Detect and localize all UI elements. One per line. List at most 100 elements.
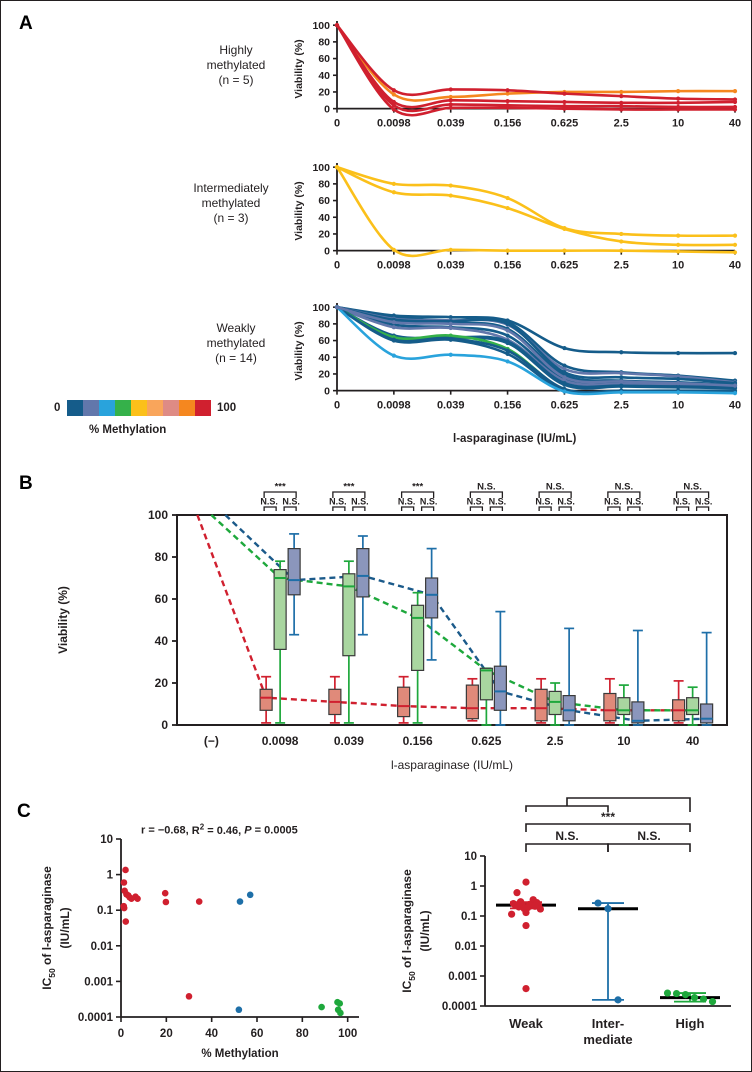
- panel-c-stats-title: r = −0.68, R2 = 0.46, P = 0.0005: [141, 822, 298, 837]
- a-point-2-7-5: [619, 384, 624, 389]
- c-left-point-8: [134, 895, 141, 903]
- colorbar-segment-2: [99, 400, 115, 416]
- a-point-2-7-3: [505, 340, 510, 346]
- a-yaxis-title: Viability (%): [293, 39, 305, 98]
- b-sig-left-2: N.S.: [398, 497, 416, 507]
- c-right-xlabel-1: Inter-: [592, 1016, 625, 1031]
- a-point-2-11-5: [619, 390, 624, 395]
- a-xtick-label-6: 10: [672, 118, 684, 130]
- c-right-point-2-2: [681, 990, 690, 999]
- a-xtick-label-5: 2.5: [614, 260, 629, 272]
- b-box-0-3: [465, 677, 479, 722]
- c-left-point-21: [336, 1000, 344, 1007]
- a-point-2-10-3: [505, 351, 510, 357]
- a-xtick-label-0: 0: [334, 400, 340, 412]
- a-xtick-label-7: 40: [729, 118, 741, 130]
- a-point-1-2-4: [562, 248, 567, 253]
- b-sig-right-3: N.S.: [489, 497, 507, 507]
- c-right-point-0-12: [515, 903, 523, 911]
- a-xtick-label-7: 40: [729, 260, 741, 272]
- a-xtick-label-1: 0.0098: [377, 400, 411, 412]
- b-box-2-0: [287, 533, 301, 636]
- c-right-ytick-0.1: 0.1: [461, 911, 478, 923]
- c-right-point-2-3: [690, 994, 699, 1002]
- group-label-high: Highly methylated (n = 5): [166, 43, 306, 88]
- a-point-0-2-4: [562, 99, 567, 105]
- c-left-point-15: [185, 993, 193, 1000]
- a-point-0-4-0: [334, 23, 340, 28]
- a-point-2-2-4: [562, 366, 567, 372]
- b-sig-top-2: ***: [412, 482, 423, 493]
- b-sig-left-5: N.S.: [604, 497, 622, 507]
- b-yaxis-title: Viability (%): [56, 586, 70, 654]
- a-xtick-label-4: 0.625: [551, 400, 579, 412]
- c-left-xtick-60: 60: [251, 1028, 264, 1040]
- a-point-1-0-2: [448, 183, 453, 188]
- a-line-1-2: [335, 165, 737, 258]
- a-ytick-label-60: 60: [318, 53, 330, 65]
- c-right-group-1: [578, 899, 638, 1004]
- c-right-sig-2: ***: [601, 810, 615, 824]
- a-point-1-1-6: [676, 242, 681, 247]
- b-sig-right-6: N.S.: [695, 497, 713, 507]
- b-ytick-label-100: 100: [148, 508, 168, 522]
- a-point-0-0-6: [676, 89, 681, 94]
- c-left-point-13: [162, 898, 170, 906]
- panel-a-xaxis-title: l-asparaginase (IU/mL): [453, 433, 577, 445]
- b-sig-left-6: N.S.: [673, 497, 691, 507]
- c-left-point-10: [120, 904, 128, 912]
- b-ytick-label-0: 0: [161, 718, 168, 732]
- stats-r: r = −0.68,: [141, 824, 189, 837]
- chart-a-weak: 0 20 40 60 80 100 0 0.0098 0.039 0.156 0.625 2.5 10 4…: [293, 302, 741, 412]
- a-point-0-3-1: [391, 103, 396, 108]
- a-point-0-2-5: [619, 100, 624, 105]
- colorbar-segment-8: [195, 400, 211, 416]
- a-point-1-1-4: [562, 226, 567, 232]
- a-point-0-2-2: [448, 98, 453, 103]
- a-ytick-label-0: 0: [324, 385, 330, 397]
- chart-a-intermediate: 0 20 40 60 80 100 0 0.0098 0.039 0.156 0.625 2.5 10 4…: [293, 162, 741, 272]
- a-point-0-2-7: [732, 99, 738, 105]
- a-point-1-1-1: [391, 190, 396, 195]
- b-sig-left-1: N.S.: [329, 497, 347, 507]
- a-point-2-11-3: [505, 359, 510, 364]
- b-xaxis-title: l-asparaginase (IU/mL): [391, 758, 513, 772]
- a-point-1-2-5: [619, 248, 624, 253]
- c-left-point-1: [120, 879, 128, 886]
- colorbar-min-label: 0: [54, 402, 61, 414]
- a-point-0-4-5: [619, 107, 624, 112]
- a-point-1-0-3: [505, 195, 510, 201]
- b-xtick-label-6: 10: [617, 734, 631, 748]
- a-point-0-2-6: [676, 100, 681, 105]
- b-sig-left-4: N.S.: [535, 497, 553, 507]
- a-point-2-13-6: [676, 381, 681, 386]
- b-box-0-0: [259, 675, 273, 724]
- a-line-2-13: [335, 305, 737, 387]
- a-ytick-label-100: 100: [312, 20, 330, 32]
- b-box-2-4: [562, 627, 576, 726]
- a-point-2-0-6: [676, 350, 681, 356]
- b-box-2-3: [493, 610, 507, 726]
- a-point-2-13-5: [619, 379, 624, 384]
- b-sig-left-3: N.S.: [467, 497, 485, 507]
- b-xtick-label-2: 0.039: [334, 734, 364, 748]
- c-left-point-23: [337, 1009, 344, 1017]
- b-xtick-label-7: 40: [686, 734, 700, 748]
- c-right-point-0-15: [536, 905, 544, 913]
- b-box-1-6: [686, 686, 700, 726]
- c-right-group-0: [496, 878, 556, 993]
- b-box-0-1: [328, 675, 342, 724]
- a-point-2-13-0: [334, 305, 340, 310]
- a-point-2-9-3: [505, 348, 510, 353]
- c-right-point-1-0: [594, 899, 602, 907]
- a-point-1-2-6: [676, 249, 681, 254]
- b-sig-top-3: N.S.: [477, 482, 495, 493]
- colorbar-caption: % Methylation: [89, 424, 167, 436]
- b-sig-right-1: N.S.: [351, 497, 369, 507]
- b-sig-top-4: N.S.: [546, 482, 564, 493]
- b-box-1-3: [479, 667, 493, 726]
- c-right-sig-0: N.S.: [555, 829, 578, 843]
- a-point-1-1-2: [448, 193, 453, 198]
- c-left-xaxis-title: % Methylation: [201, 1048, 278, 1060]
